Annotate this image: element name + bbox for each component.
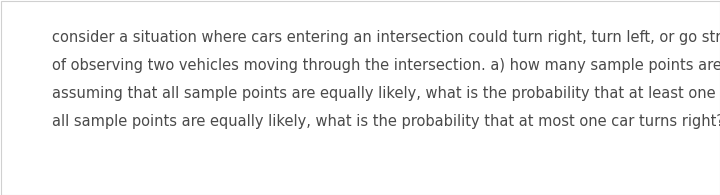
Text: of observing two vehicles moving through the intersection. a) how many sample po: of observing two vehicles moving through… [52, 58, 720, 73]
Text: assuming that all sample points are equally likely, what is the probability that: assuming that all sample points are equa… [52, 86, 720, 101]
Text: consider a situation where cars entering an intersection could turn right, turn : consider a situation where cars entering… [52, 30, 720, 45]
Text: all sample points are equally likely, what is the probability that at most one c: all sample points are equally likely, wh… [52, 114, 720, 129]
